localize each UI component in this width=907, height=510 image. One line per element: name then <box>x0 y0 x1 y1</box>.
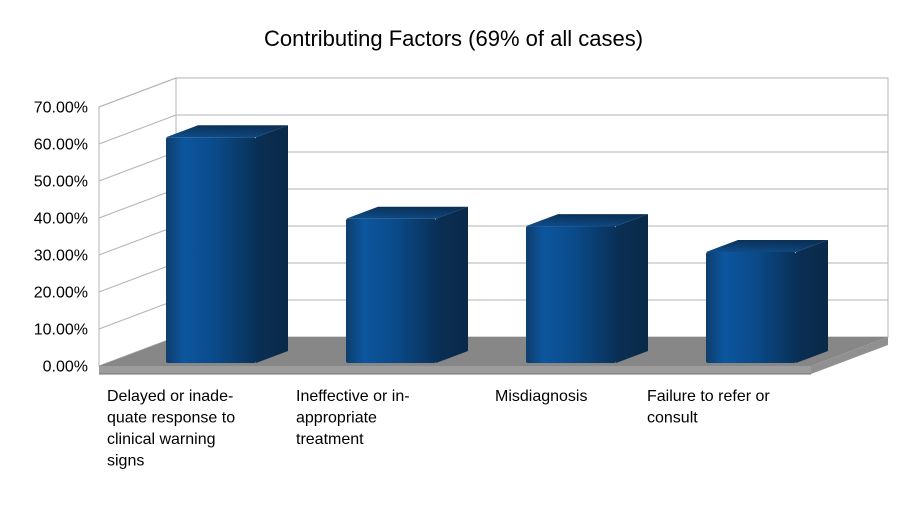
gridline-side <box>98 77 177 108</box>
y-axis-tick-label: 30.00% <box>34 248 88 265</box>
gridline-side <box>98 299 177 330</box>
y-axis-tick-label: 0.00% <box>43 359 88 376</box>
bar-delayed-or-inadequate-response-to-clinic-top-face <box>166 125 288 138</box>
bar-failure-to-refer-or-consult <box>706 240 828 363</box>
bar-misdiagnosis <box>526 214 648 363</box>
bar-ineffective-or-inappropriate-treatment-front-face <box>346 218 436 363</box>
x-category-label-misdiagnosis: Misdiagnosis <box>495 388 587 405</box>
bar-ineffective-or-inappropriate-treatment <box>346 206 468 363</box>
floor-top <box>99 337 888 366</box>
bar-misdiagnosis-side-face <box>616 214 648 363</box>
chart-title: Contributing Factors (69% of all cases) <box>263 26 644 51</box>
bar-ineffective-or-inappropriate-treatment-side-face <box>436 206 468 363</box>
gridline-side <box>98 188 177 219</box>
gridline-side <box>98 262 177 293</box>
bar-failure-to-refer-or-consult-top-face <box>706 240 828 252</box>
y-axis-tick-label: 60.00% <box>34 137 88 154</box>
bar-delayed-or-inadequate-response-to-clinic <box>166 125 288 363</box>
x-category-label-delayed-or-inadequate-response-to-clinic: Delayed or inade-quate response to clinic… <box>107 388 235 470</box>
left-wall <box>98 77 177 367</box>
y-axis-tick-label: 40.00% <box>34 211 88 228</box>
y-axis-tick-label: 20.00% <box>34 285 88 302</box>
y-axis-tick-label: 70.00% <box>34 100 88 117</box>
floor-side-face <box>811 337 888 374</box>
x-category-label-failure-to-refer-or-consult: Failure to refer or consult <box>647 388 770 427</box>
bar-misdiagnosis-top-face <box>526 214 648 227</box>
bar-failure-to-refer-or-consult-side-face <box>796 240 828 363</box>
gridline-side <box>98 114 177 145</box>
bar-delayed-or-inadequate-response-to-clinic-side-face <box>256 125 288 363</box>
bar-failure-to-refer-or-consult-front-face <box>706 252 796 363</box>
gridline-side <box>98 225 177 256</box>
x-category-label-ineffective-or-inappropriate-treatment: Ineffective or in-appropriate treatment <box>296 388 410 448</box>
bar-misdiagnosis-front-face <box>526 226 616 363</box>
floor-front-face <box>99 366 811 374</box>
y-axis-tick-label: 10.00% <box>34 322 88 339</box>
y-axis-tick-label: 50.00% <box>34 174 88 191</box>
gridline-side <box>98 151 177 182</box>
bar-ineffective-or-inappropriate-treatment-top-face <box>346 206 468 219</box>
bar-delayed-or-inadequate-response-to-clinic-front-face <box>166 137 256 363</box>
